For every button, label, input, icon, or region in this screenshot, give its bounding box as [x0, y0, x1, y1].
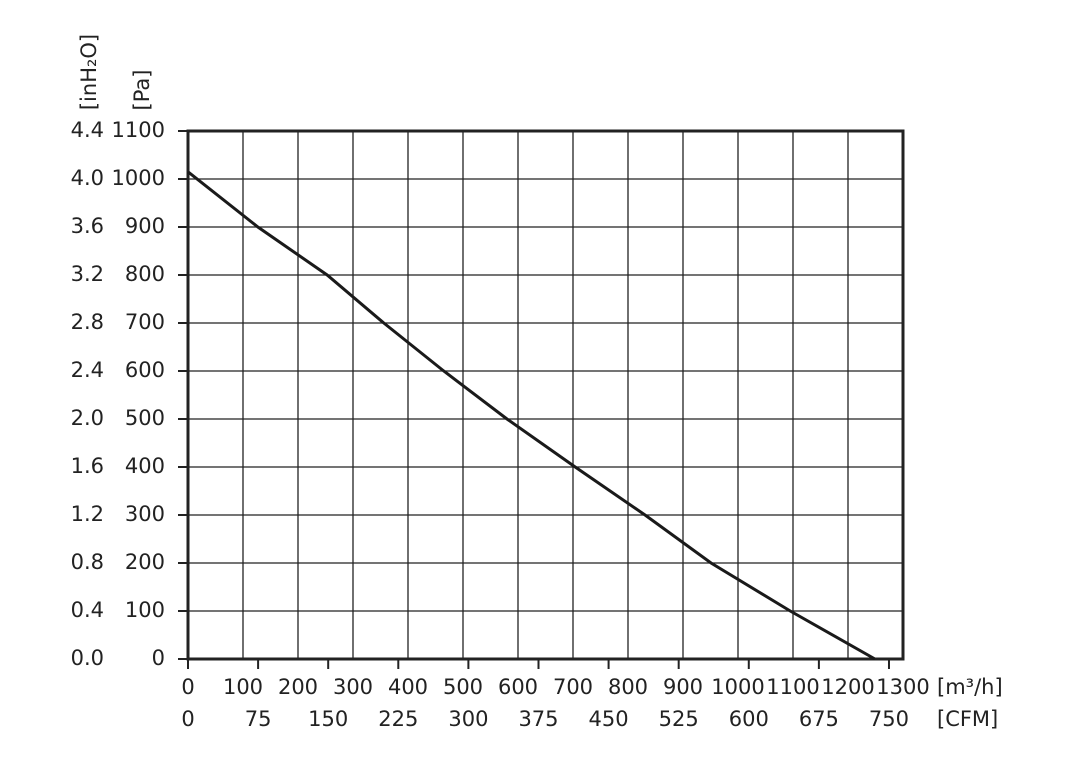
x-tick-label: 1100: [766, 675, 819, 699]
plot-frame: [186, 129, 905, 661]
y2-tick-label: 1.2: [71, 502, 104, 526]
x2-tick-label: 225: [378, 707, 418, 731]
x-tick-label: 300: [333, 675, 373, 699]
x-tick-label: 500: [443, 675, 483, 699]
x-tick-label: 700: [553, 675, 593, 699]
y-tick-label: 800: [125, 262, 165, 286]
y2-tick-label: 4.0: [71, 166, 104, 190]
y-tick-label: 600: [125, 358, 165, 382]
y-axis-label: [Pa]: [130, 70, 154, 111]
x2-tick-label: 750: [869, 707, 909, 731]
x-tick-label: 0: [181, 675, 194, 699]
curve: [187, 170, 876, 661]
y2-tick-label: 0.0: [71, 646, 104, 670]
y-tick-label: 500: [125, 406, 165, 430]
x-tick-label: 1300: [876, 675, 929, 699]
y-tick-label: 1100: [112, 118, 165, 142]
y-tick-label: 100: [125, 598, 165, 622]
x2-tick-label: 150: [308, 707, 348, 731]
x2-tick-label: 375: [518, 707, 558, 731]
y-tick-label: 200: [125, 550, 165, 574]
x2-tick-label: 675: [799, 707, 839, 731]
x2-tick-label: 300: [448, 707, 488, 731]
x2-tick-label: 0: [181, 707, 194, 731]
y-tick-label: 0: [152, 646, 165, 670]
y2-tick-label: 4.4: [71, 118, 104, 142]
y2-tick-label: 3.2: [71, 262, 104, 286]
y-tick-label: 1000: [112, 166, 165, 190]
x-tick-label: 800: [608, 675, 648, 699]
y2-tick-label: 2.0: [71, 406, 104, 430]
x-tick-label: 400: [388, 675, 428, 699]
y2-tick-label: 3.6: [71, 214, 104, 238]
x2-axis-label: [CFM]: [937, 707, 998, 731]
x2-tick-label: 600: [729, 707, 769, 731]
y2-tick-label: 2.8: [71, 310, 104, 334]
x2-tick-label: 450: [589, 707, 629, 731]
y-tick-label: 700: [125, 310, 165, 334]
y-tick-label: 400: [125, 454, 165, 478]
y-tick-label: 900: [125, 214, 165, 238]
y2-tick-label: 1.6: [71, 454, 104, 478]
y-tick-label: 300: [125, 502, 165, 526]
y2-axis-label: [inH₂O]: [77, 34, 101, 110]
y2-tick-label: 0.4: [71, 598, 104, 622]
x2-tick-label: 525: [659, 707, 699, 731]
x-tick-label: 1000: [711, 675, 764, 699]
x-tick-label: 200: [278, 675, 318, 699]
x-tick-label: 900: [663, 675, 703, 699]
x-tick-label: 600: [498, 675, 538, 699]
x2-tick-label: 75: [245, 707, 272, 731]
x-tick-label: 1200: [821, 675, 874, 699]
y2-tick-label: 0.8: [71, 550, 104, 574]
x-tick-label: 100: [223, 675, 263, 699]
x-axis-label: [m³/h]: [937, 675, 1003, 699]
y2-tick-label: 2.4: [71, 358, 104, 382]
